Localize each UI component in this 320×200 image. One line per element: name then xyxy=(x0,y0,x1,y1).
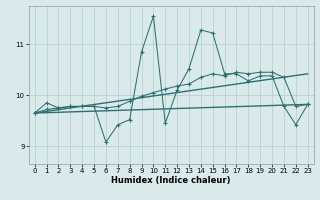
X-axis label: Humidex (Indice chaleur): Humidex (Indice chaleur) xyxy=(111,176,231,185)
